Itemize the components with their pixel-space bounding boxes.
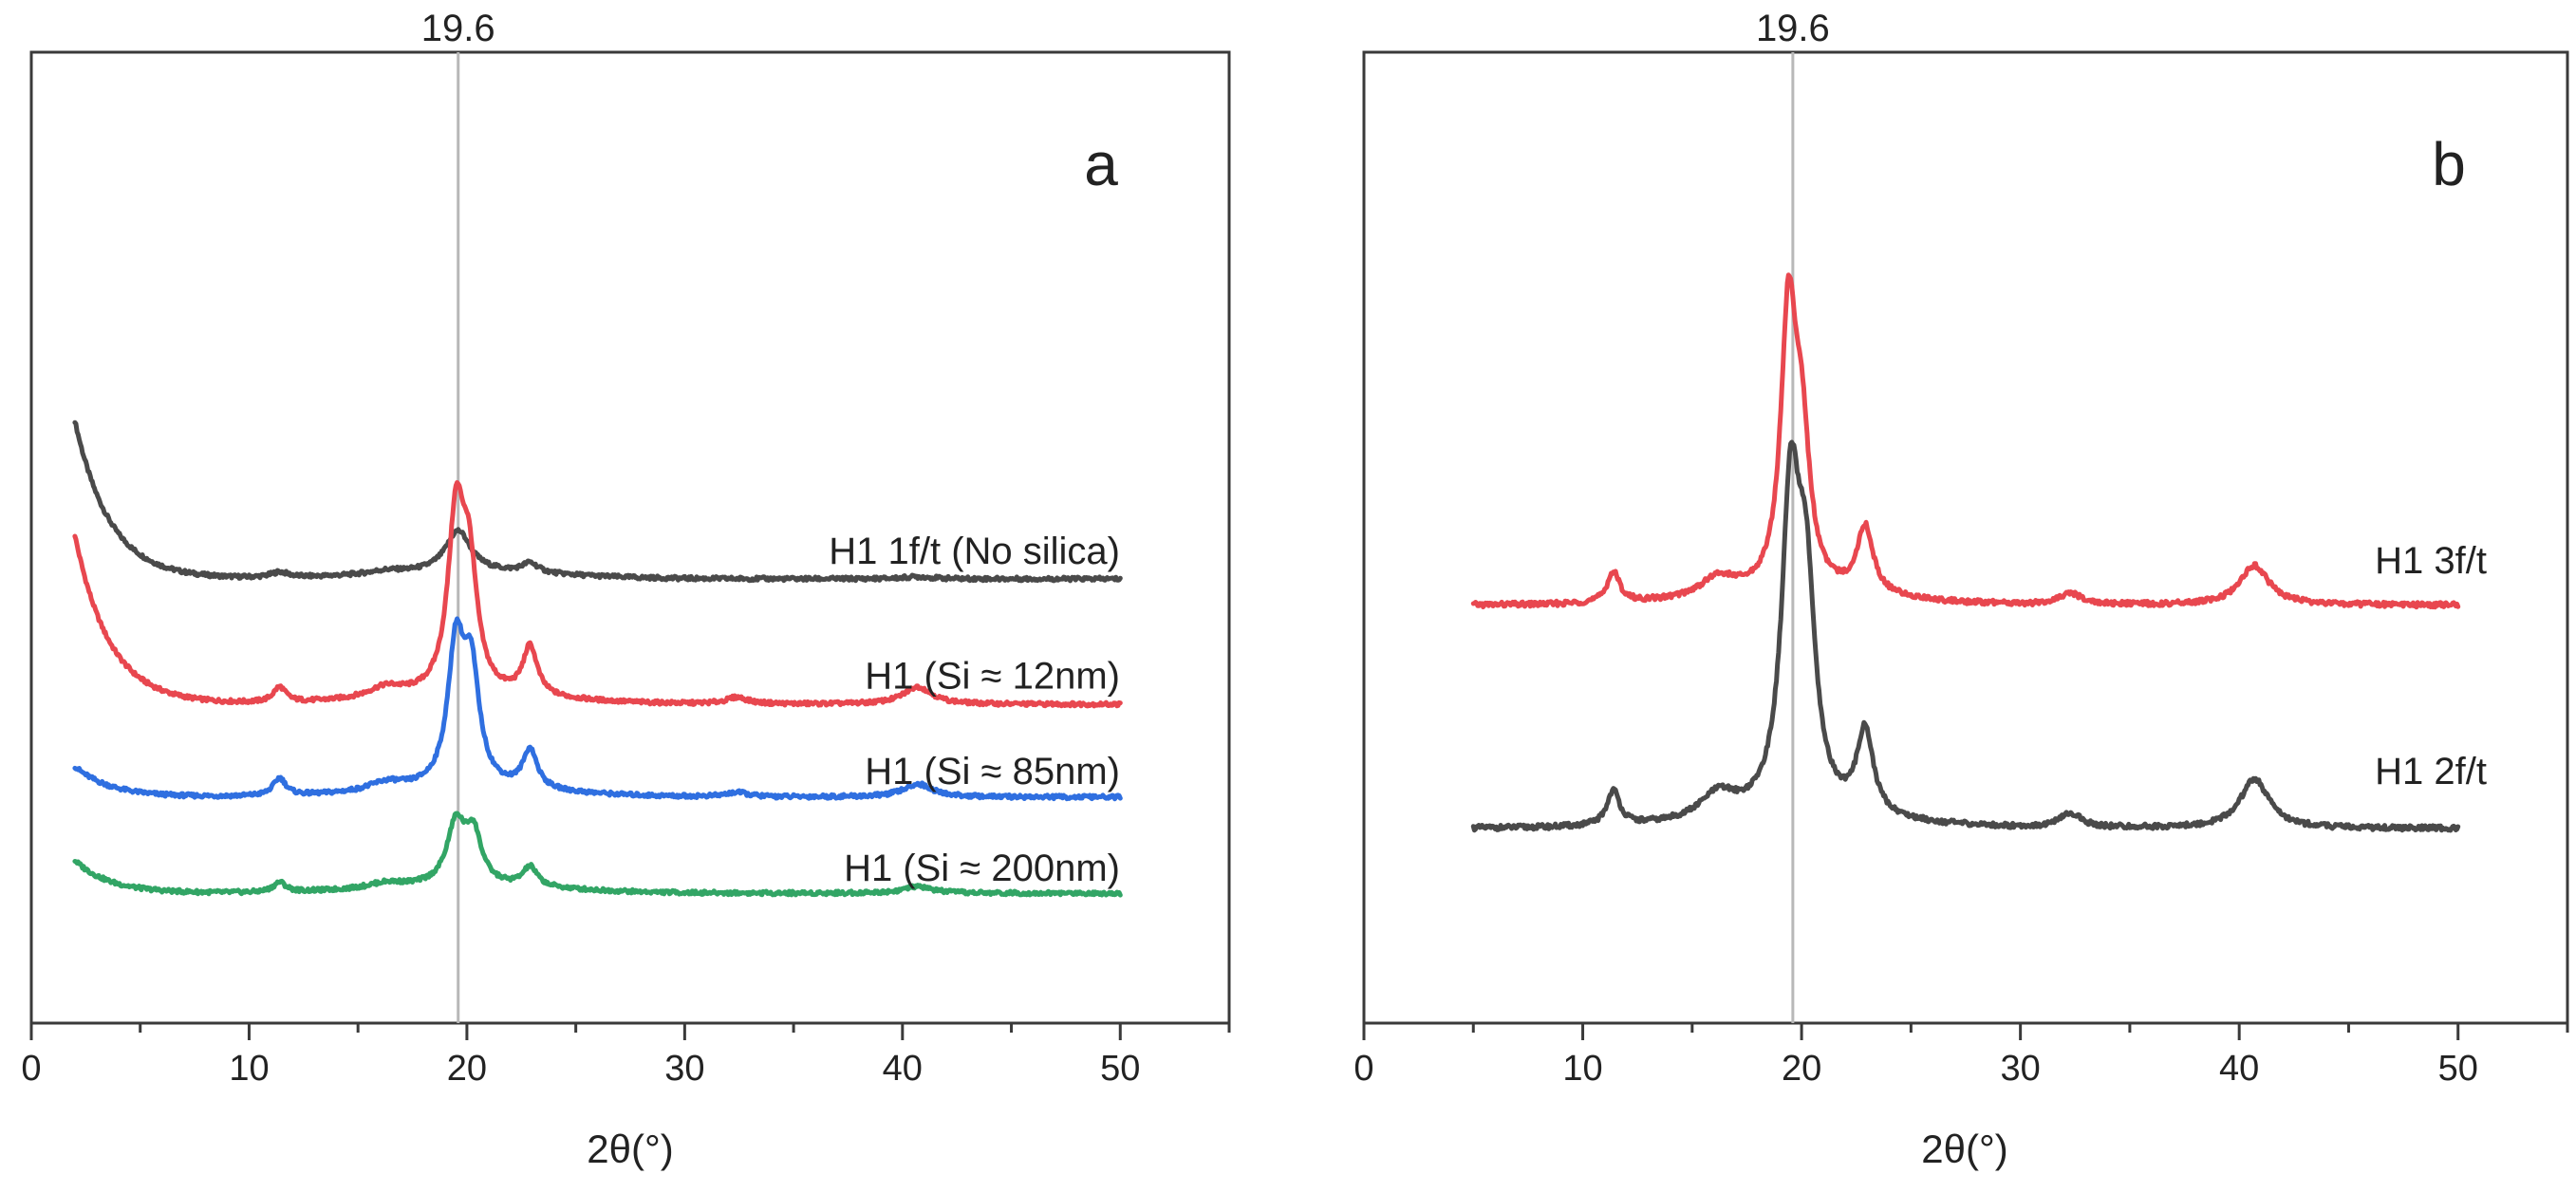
x-tick-label: 20	[447, 1049, 487, 1089]
panel-a-reference-label: 19.6	[421, 8, 495, 49]
x-tick-label: 40	[2219, 1049, 2259, 1089]
series-label: H1 3f/t	[2375, 540, 2487, 582]
series-label: H1 1f/t (No silica)	[829, 531, 1120, 572]
panel-b-frame	[1362, 50, 2569, 1025]
panel-b-traces	[1470, 272, 2461, 833]
x-tick-label: 50	[2438, 1049, 2478, 1089]
panel-a-letter: a	[1084, 130, 1118, 198]
series-label: H1 (Si ≈ 200nm)	[844, 848, 1120, 889]
x-tick-label: 50	[1100, 1049, 1140, 1089]
series-line-1	[1470, 272, 2461, 610]
panel-a-traces	[72, 419, 1123, 898]
panel-b-x-axis-label: 2θ(°)	[1921, 1127, 2008, 1171]
series-line-3	[72, 616, 1123, 802]
x-tick-label: 10	[1562, 1049, 1602, 1089]
panel-b-series-labels: H1 3f/t H1 2f/t	[2375, 540, 2487, 792]
series-line-2	[72, 479, 1123, 709]
x-tick-label: 30	[664, 1049, 704, 1089]
panel-b-letter: b	[2432, 130, 2466, 198]
series-line-1	[72, 419, 1123, 584]
series-label: H1 (Si ≈ 12nm)	[865, 656, 1120, 698]
x-tick-label: 0	[1353, 1049, 1373, 1089]
panel-b-x-axis: 0 10 20 30 40 50	[1353, 1023, 2569, 1089]
panel-a-series-labels: H1 1f/t (No silica) H1 (Si ≈ 12nm) H1 (Si …	[829, 531, 1120, 889]
x-tick-label: 30	[2000, 1049, 2040, 1089]
panel-a-x-axis-label: 2θ(°)	[587, 1127, 674, 1171]
panel-a-frame	[29, 50, 1231, 1025]
x-tick-label: 10	[229, 1049, 269, 1089]
series-label: H1 2f/t	[2375, 751, 2487, 792]
x-tick-label: 20	[1782, 1049, 1821, 1089]
x-tick-label: 40	[883, 1049, 923, 1089]
series-line-2	[1470, 439, 2461, 833]
chart-panel-b: 19.6 b 0 10 20 30 40 50 H1 3f/t H1 2f/t 2θ(°)	[1353, 8, 2569, 1171]
x-tick-label: 0	[21, 1049, 41, 1089]
series-line-4	[72, 811, 1123, 898]
panel-a-x-axis: 0 10 20 30 40 50	[21, 1023, 1231, 1089]
panel-b-reference-label: 19.6	[1756, 8, 1830, 49]
chart-panel-a: 19.6 a 0 10 20 30 40 50 H1 1f/t (No silica)H1…	[21, 8, 1231, 1171]
series-label: H1 (Si ≈ 85nm)	[865, 751, 1120, 792]
